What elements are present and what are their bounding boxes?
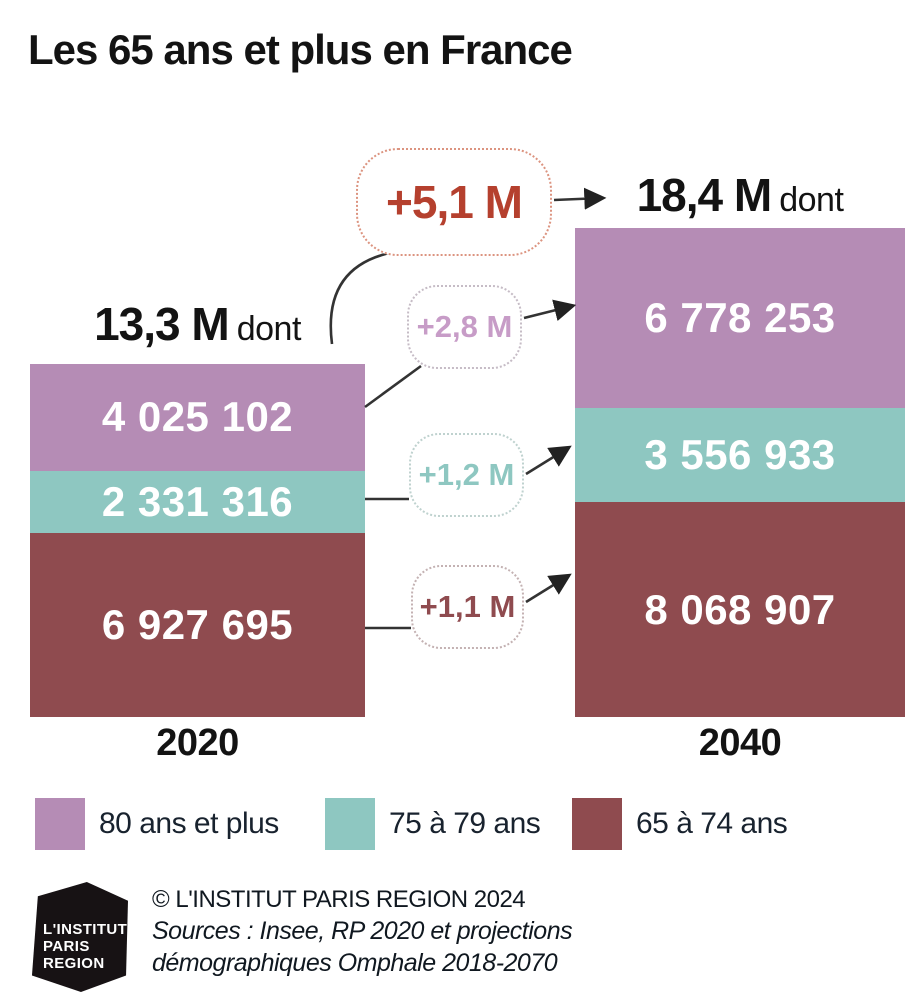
arrow-75to79-delta xyxy=(525,445,572,476)
delta-total-bubble: +5,1 M xyxy=(356,148,552,256)
total-suffix-2040: dont xyxy=(779,181,844,219)
segment-value: 6 778 253 xyxy=(644,293,836,341)
bar-2040: 6 778 253 3 556 933 8 068 907 xyxy=(575,227,905,717)
sources-text: Sources : Insee, RP 2020 et projections … xyxy=(152,917,573,977)
total-value-2040: 18,4 M xyxy=(636,169,773,221)
segment-value: 3 556 933 xyxy=(644,431,836,479)
arrow-80plus-delta xyxy=(523,299,577,322)
year-label-2020: 2020 xyxy=(156,722,239,764)
year-label-2040: 2040 xyxy=(698,722,782,764)
segment-value: 2 331 316 xyxy=(101,477,294,525)
legend-swatch-75to79 xyxy=(325,798,375,850)
delta-65to74-bubble: +1,1 M xyxy=(411,565,524,649)
segment-80plus-2040: 6 778 253 xyxy=(575,227,905,408)
bar-2020: 4 025 102 2 331 316 6 927 695 xyxy=(30,363,365,717)
legend-label: 80 ans et plus xyxy=(99,807,279,840)
segment-75to79-2020: 2 331 316 xyxy=(30,470,365,533)
legend-label: 65 à 74 ans xyxy=(636,807,788,840)
segment-65to74-2040: 8 068 907 xyxy=(575,502,905,717)
logo-text: L'INSTITUT PARIS REGION xyxy=(43,921,128,972)
page-title: Les 65 ans et plus en France xyxy=(28,26,573,73)
segment-value: 6 927 695 xyxy=(101,600,294,648)
total-value-2020: 13,3 M xyxy=(94,298,230,350)
legend-item-75to79: 75 à 79 ans xyxy=(325,798,541,850)
segment-75to79-2040: 3 556 933 xyxy=(575,407,905,503)
legend-item-65to74: 65 à 74 ans xyxy=(572,798,788,850)
segment-65to74-2020: 6 927 695 xyxy=(30,532,365,717)
institut-paris-region-logo: L'INSTITUT PARIS REGION xyxy=(31,882,128,992)
delta-80plus-bubble: +2,8 M xyxy=(407,285,522,369)
arrow-65to74-delta xyxy=(525,573,572,604)
segment-value: 8 068 907 xyxy=(644,585,836,633)
segment-value: 4 025 102 xyxy=(101,393,294,441)
legend-item-80plus: 80 ans et plus xyxy=(35,798,279,850)
delta-75to79-bubble: +1,2 M xyxy=(409,433,524,517)
legend-label: 75 à 79 ans xyxy=(389,807,541,840)
legend-swatch-65to74 xyxy=(572,798,622,850)
total-suffix-2020: dont xyxy=(236,310,302,348)
copyright-text: © L'INSTITUT PARIS REGION 2024 xyxy=(152,886,526,913)
legend-swatch-80plus xyxy=(35,798,85,850)
segment-80plus-2020: 4 025 102 xyxy=(30,363,365,471)
line-80plus-to-delta xyxy=(364,364,422,409)
